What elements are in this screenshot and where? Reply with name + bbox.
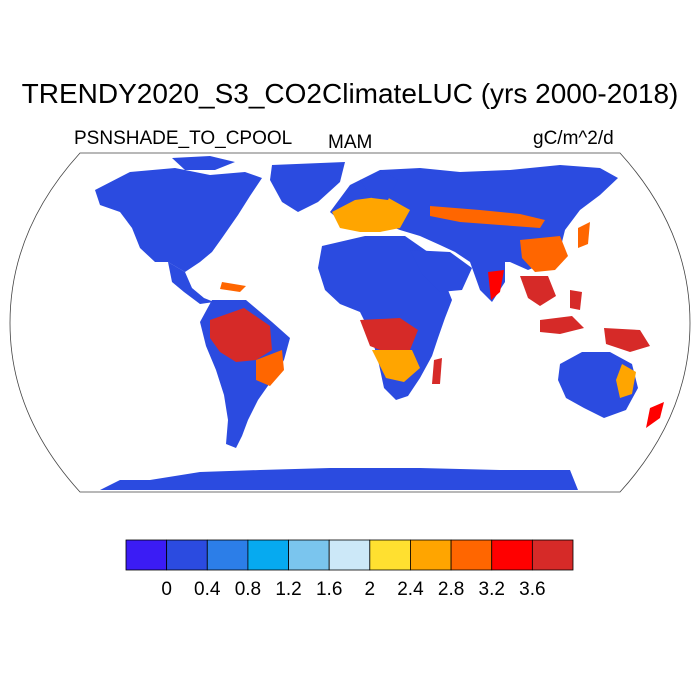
- land-se-asia: [520, 276, 556, 306]
- land-africa-mid: [372, 350, 420, 382]
- land-europe-hot: [332, 196, 410, 232]
- land-australia-east: [616, 364, 636, 398]
- continents: [95, 156, 664, 490]
- land-siberia-band: [430, 206, 545, 228]
- land-scandinavia: [360, 172, 398, 200]
- land-india-hot: [488, 270, 504, 300]
- variable-label: PSNSHADE_TO_CPOOL: [74, 128, 293, 149]
- colorbar-tick-label: 2: [365, 579, 376, 600]
- colorbar-tick-label: 3.6: [519, 579, 545, 600]
- colorbar-tick-label: 0.4: [194, 579, 221, 600]
- colorbar-tick-label: 1.2: [275, 579, 301, 600]
- units-label: gC/m^2/d: [533, 128, 614, 149]
- colorbar-tick-label: 0: [161, 579, 172, 600]
- season-label: MAM: [328, 132, 373, 153]
- land-new-guinea: [604, 328, 650, 352]
- land-north-america: [95, 168, 262, 272]
- land-brazil-east: [256, 350, 284, 386]
- land-caribbean: [220, 282, 246, 292]
- colorbar-swatch: [531, 539, 574, 571]
- land-indonesia: [540, 316, 584, 334]
- land-madagascar: [432, 358, 442, 384]
- land-amazon-hot: [210, 308, 272, 362]
- land-central-america: [168, 262, 214, 304]
- land-greenland: [270, 162, 345, 212]
- colorbar-swatch: [410, 539, 452, 571]
- colorbar-swatch: [491, 539, 533, 571]
- colorbar-swatch: [450, 539, 493, 571]
- colorbar-tick-label: 0.8: [235, 579, 261, 600]
- land-africa: [318, 236, 452, 400]
- colorbar-swatch: [125, 539, 168, 571]
- colorbar-swatch: [206, 539, 249, 571]
- land-philippines: [570, 290, 582, 310]
- land-africa-hot: [360, 318, 418, 354]
- land-new-zealand: [646, 402, 664, 428]
- map-title: TRENDY2020_S3_CO2ClimateLUC (yrs 2000-20…: [21, 78, 679, 109]
- colorbar-swatch: [369, 539, 411, 571]
- colorbar-swatch: [288, 539, 330, 571]
- colorbar-tick-label: 1.6: [316, 579, 342, 600]
- land-australia: [558, 352, 638, 418]
- land-east-asia: [520, 236, 568, 272]
- colorbar-swatch: [328, 539, 371, 571]
- colorbar-swatch: [166, 539, 208, 571]
- land-antarctica: [100, 468, 578, 490]
- land-arabia: [410, 250, 472, 292]
- colorbar-tick-label: 2.8: [438, 579, 464, 600]
- land-canadian-islands: [172, 156, 235, 170]
- land-japan: [578, 222, 590, 248]
- colorbar-tick-label: 3.2: [479, 579, 505, 600]
- colorbar-swatch: [247, 539, 289, 571]
- colorbar-tick-label: 2.4: [397, 579, 424, 600]
